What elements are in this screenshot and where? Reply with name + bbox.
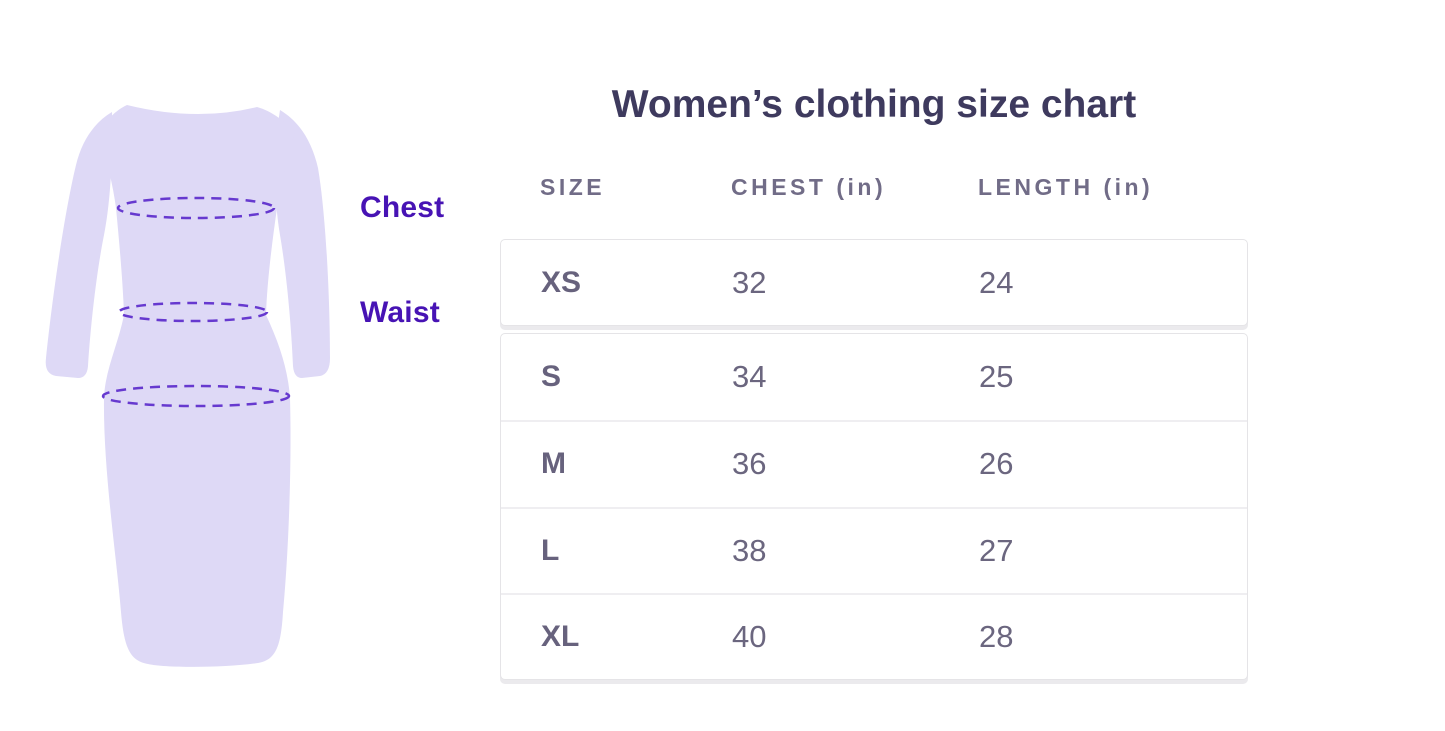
size-cell: M: [541, 447, 566, 481]
dress-illustration: [45, 105, 330, 667]
chest-cell: 32: [732, 264, 767, 300]
table-row: L 38 27: [501, 506, 1247, 593]
column-header-length: LENGTH (in): [978, 173, 1154, 200]
length-cell: 27: [979, 532, 1014, 568]
page-title: Women’s clothing size chart: [611, 83, 1137, 126]
column-header-size: SIZE: [540, 173, 606, 200]
length-cell: 25: [979, 359, 1014, 395]
waist-label: Waist: [360, 296, 440, 329]
chest-cell: 36: [732, 446, 767, 482]
dress-left-sleeve: [45, 112, 113, 378]
dress-right-sleeve: [275, 110, 330, 378]
table-row: XL 40 28: [501, 592, 1247, 679]
waist-measure-ellipse: [117, 301, 269, 323]
chest-measure-ellipse: [116, 196, 276, 220]
chest-label: Chest: [360, 191, 445, 224]
table-row: XS 32 24: [500, 239, 1248, 326]
size-table-body: S 34 25 M 36 26 L 38 27 XL 40 28: [500, 333, 1248, 680]
table-row: S 34 25: [501, 334, 1247, 420]
length-cell: 24: [979, 264, 1014, 300]
length-cell: 28: [979, 618, 1014, 654]
hip-measure-ellipse: [101, 384, 291, 408]
size-cell: XS: [541, 265, 582, 299]
column-header-chest: CHEST (in): [731, 173, 887, 200]
chest-cell: 40: [732, 618, 767, 654]
chest-cell: 34: [732, 359, 767, 395]
length-cell: 26: [979, 446, 1014, 482]
chest-cell: 38: [732, 532, 767, 568]
size-cell: XL: [541, 619, 580, 653]
table-row: M 36 26: [501, 420, 1247, 506]
size-cell: S: [541, 360, 562, 394]
table-header-row: SIZE CHEST (in) LENGTH (in): [500, 172, 1248, 202]
dress-silhouette: [97, 105, 295, 667]
size-cell: L: [541, 533, 560, 567]
